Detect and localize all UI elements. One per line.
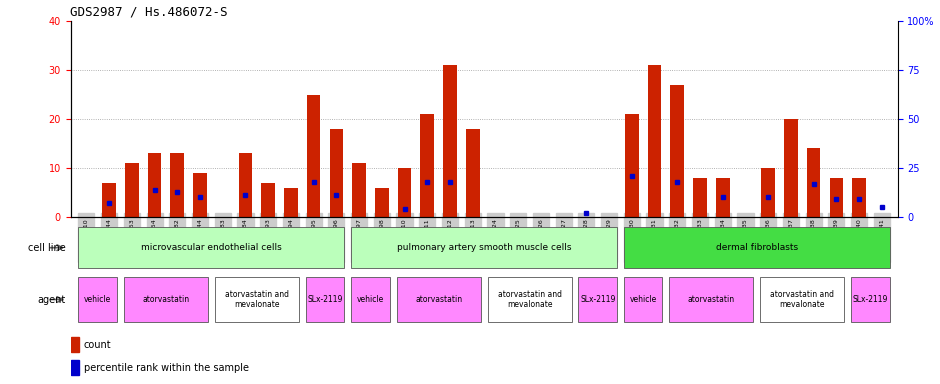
Text: SLx-2119: SLx-2119 (853, 295, 888, 304)
Text: microvascular endothelial cells: microvascular endothelial cells (141, 243, 282, 252)
Text: atorvastatin: atorvastatin (142, 295, 190, 304)
Bar (306, 94, 321, 217)
Bar (760, 277, 844, 322)
Text: atorvastatin: atorvastatin (415, 295, 462, 304)
Text: pulmonary artery smooth muscle cells: pulmonary artery smooth muscle cells (397, 243, 572, 252)
Bar (284, 188, 298, 217)
Text: count: count (84, 339, 111, 350)
Text: SLx-2119: SLx-2119 (580, 295, 616, 304)
Text: percentile rank within the sample: percentile rank within the sample (84, 362, 249, 373)
Bar (716, 178, 729, 217)
Bar (420, 114, 434, 217)
Text: vehicle: vehicle (630, 295, 657, 304)
Bar (397, 277, 480, 322)
Bar (352, 227, 617, 268)
Text: SLx-2119: SLx-2119 (307, 295, 343, 304)
Text: atorvastatin: atorvastatin (688, 295, 735, 304)
Text: atorvastatin and
mevalonate: atorvastatin and mevalonate (770, 290, 835, 309)
Bar (125, 163, 139, 217)
Bar (578, 277, 617, 322)
Bar (784, 119, 798, 217)
Bar (124, 277, 208, 322)
Bar (215, 277, 299, 322)
Bar (648, 65, 662, 217)
Bar (70, 337, 79, 353)
Text: vehicle: vehicle (85, 295, 112, 304)
Bar (807, 149, 821, 217)
Bar (330, 129, 343, 217)
Bar (488, 277, 572, 322)
Text: dermal fibroblasts: dermal fibroblasts (715, 243, 798, 252)
Bar (375, 188, 388, 217)
Bar (352, 277, 390, 322)
Bar (78, 277, 118, 322)
Bar (625, 114, 638, 217)
Bar (669, 277, 753, 322)
Bar (261, 183, 275, 217)
Text: atorvastatin and
mevalonate: atorvastatin and mevalonate (497, 290, 561, 309)
Bar (78, 227, 344, 268)
Bar (239, 153, 252, 217)
Bar (170, 153, 184, 217)
Bar (851, 277, 890, 322)
Text: agent: agent (38, 295, 66, 305)
Text: GDS2987 / Hs.486072-S: GDS2987 / Hs.486072-S (70, 5, 228, 18)
Bar (853, 178, 866, 217)
Text: atorvastatin and
mevalonate: atorvastatin and mevalonate (225, 290, 289, 309)
Text: vehicle: vehicle (357, 295, 384, 304)
Bar (761, 168, 775, 217)
Bar (148, 153, 162, 217)
Bar (624, 277, 663, 322)
Bar (352, 163, 366, 217)
Bar (693, 178, 707, 217)
Bar (194, 173, 207, 217)
Bar (624, 227, 890, 268)
Bar (398, 168, 412, 217)
Text: cell line: cell line (28, 243, 66, 253)
Bar (102, 183, 116, 217)
Bar (829, 178, 843, 217)
Bar (670, 85, 684, 217)
Bar (306, 277, 344, 322)
Bar (443, 65, 457, 217)
Bar (466, 129, 479, 217)
Bar (70, 360, 79, 376)
